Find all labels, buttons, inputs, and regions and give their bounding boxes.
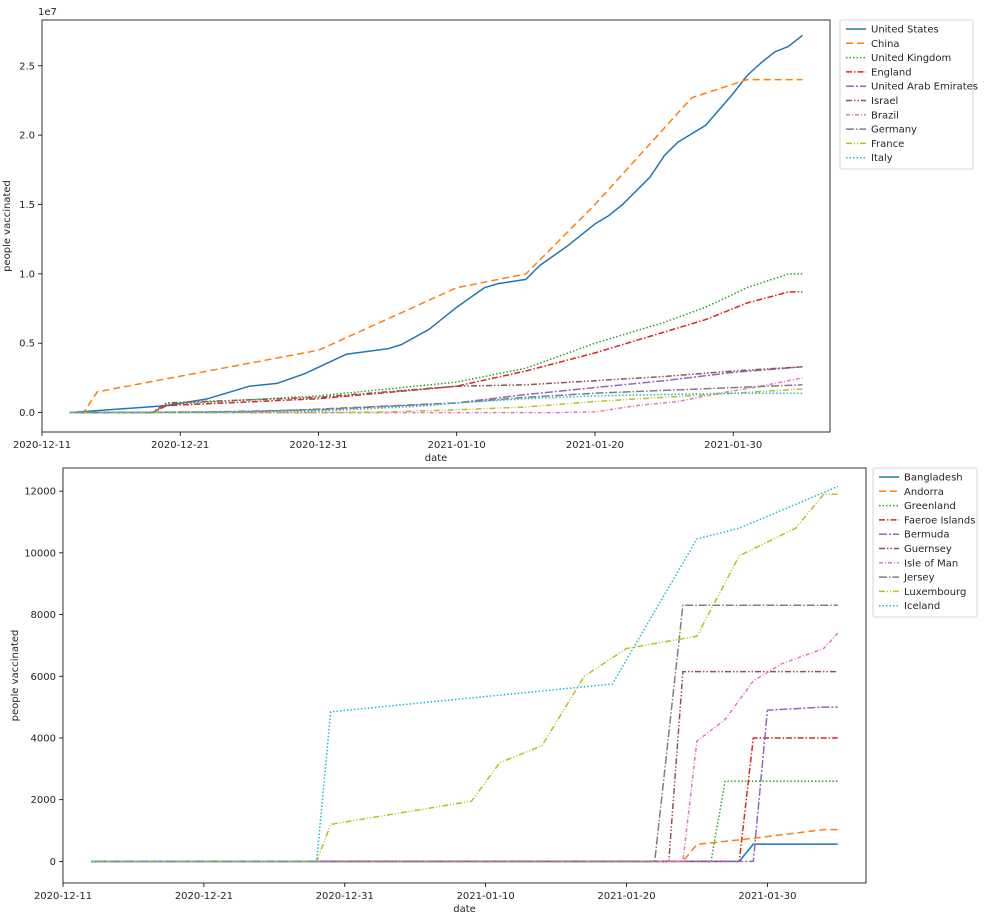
series-line-greenland [91,780,838,863]
series-line-china [69,78,803,414]
x-tick-label: 2021-01-10 [428,440,486,451]
series-line-jersey [91,604,838,863]
legend-label: Bangladesh [904,473,963,484]
legend-label: France [871,139,904,150]
series-line-isle-of-man [91,632,839,863]
y-tick-label: 6000 [31,672,56,683]
plot-frame [41,19,831,433]
x-tick-label: 2021-01-10 [457,891,515,902]
x-tick-label: 2021-01-20 [597,891,655,902]
legend-label: Luxembourg [904,587,966,598]
legend-label: Germany [871,125,917,136]
y-tick-label: 1.5 [19,200,35,211]
y-tick-label: 2.5 [19,61,35,72]
legend-frame [872,467,978,618]
x-axis-label: date [453,904,476,915]
legend-label: China [871,39,900,50]
legend-label: Israel [871,96,898,107]
x-tick-label: 2020-12-21 [151,440,209,451]
y-tick-label: 8000 [31,610,56,621]
series-line-bermuda [91,706,838,863]
y-axis-label: people vaccinated [10,630,21,722]
legend: United States China United Kingdom England U… [839,19,978,170]
x-tick-label: 2021-01-20 [566,440,624,451]
legend-label: Brazil [871,110,899,121]
y-tick-label: 0.5 [19,339,35,350]
series-line-iceland [91,485,839,863]
plot-frame [62,467,867,884]
legend-frame [839,19,974,170]
y-tick-label: 0 [50,857,56,868]
legend-label: Andorra [904,487,944,498]
legend-label: Jersey [903,573,935,584]
series-line-france [69,388,803,414]
y-tick-label: 0.0 [19,408,35,419]
x-tick-label: 2020-12-11 [13,440,71,451]
chart-bottom: 2020-12-11 2020-12-21 2020-12-31 2021-01-10… [10,467,978,915]
chart-top: 2020-12-11 2020-12-21 2020-12-31 2021-01-10… [2,7,978,464]
legend-label: Isle of Man [904,558,958,569]
legend-label: Italy [871,153,893,164]
legend-label: Faeroe Islands [904,515,975,526]
legend-label: Bermuda [904,530,950,541]
series-line-italy [69,392,803,414]
x-tick-label: 2021-01-30 [738,891,796,902]
x-tick-label: 2020-12-31 [316,891,374,902]
series-line-faeroe-islands [91,737,838,863]
legend-label: England [871,67,912,78]
legend-label: Iceland [904,601,940,612]
legend-label: United States [871,25,939,36]
series-line-israel [69,366,803,414]
x-axis-label: date [425,453,448,464]
x-tick-label: 2021-01-30 [704,440,762,451]
series-line-luxembourg [91,493,838,863]
x-tick-label: 2020-12-11 [34,891,92,902]
series-line-united-states [69,34,803,414]
y-axis-label: people vaccinated [2,180,13,272]
legend-label: Guernsey [904,544,952,555]
legend-label: United Kingdom [871,53,951,64]
series-line-germany [69,384,803,414]
series-line-england [69,291,803,414]
x-tick-label: 2020-12-21 [175,891,233,902]
series-line-brazil [69,377,803,414]
y-offset-label: 1e7 [38,7,57,18]
y-tick-label: 2000 [31,795,56,806]
y-tick-label: 2.0 [19,131,35,142]
y-tick-label: 12000 [24,487,56,498]
series-line-andorra [91,828,838,863]
y-tick-label: 10000 [24,548,56,559]
y-tick-label: 4000 [31,733,56,744]
legend-label: Greenland [904,501,956,512]
series-line-guernsey [91,670,838,863]
series-line-bangladesh [91,843,838,863]
legend-label: United Arab Emirates [871,82,978,93]
y-tick-label: 1.0 [19,269,35,280]
legend: Bangladesh Andorra Greenland Faeroe Islands… [872,467,978,618]
series-line-united-kingdom [69,273,803,414]
x-tick-label: 2020-12-31 [289,440,347,451]
